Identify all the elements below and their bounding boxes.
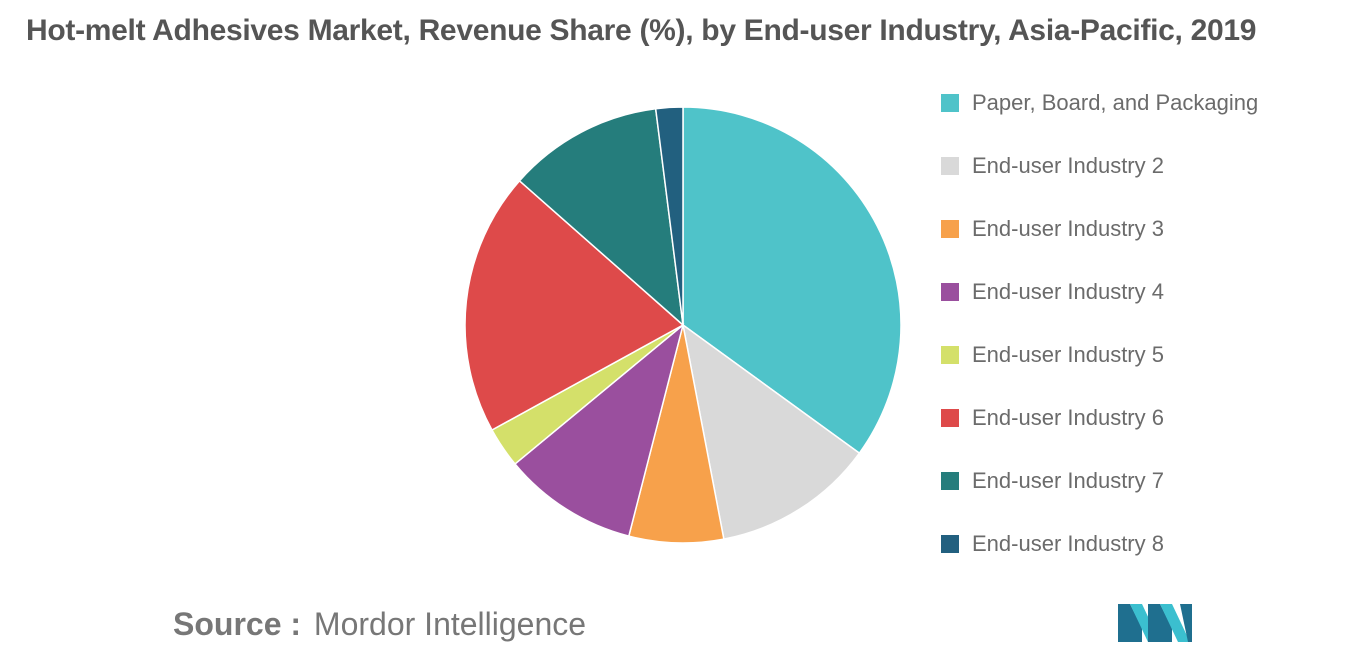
legend-label: End-user Industry 7 — [972, 468, 1164, 493]
pie-slice-4 — [513, 322, 685, 538]
pie-slice-7 — [518, 107, 684, 327]
source-prefix: Source : — [173, 606, 302, 642]
legend-item-1: Paper, Board, and Packaging — [941, 88, 1258, 118]
legend-label: End-user Industry 4 — [972, 279, 1164, 304]
legend-label: End-user Industry 3 — [972, 216, 1164, 241]
legend-swatch — [941, 535, 959, 553]
legend-swatch — [941, 157, 959, 175]
chart-title: Hot-melt Adhesives Market, Revenue Share… — [26, 14, 1257, 47]
pie-slice-8 — [654, 106, 684, 326]
source-note: Source : Mordor Intelligence — [173, 606, 586, 643]
legend-label: End-user Industry 2 — [972, 153, 1164, 178]
legend-item-2: End-user Industry 2 — [941, 151, 1164, 181]
pie-slice-1 — [682, 106, 902, 455]
legend-item-5: End-user Industry 5 — [941, 340, 1164, 370]
pie-slice-2 — [681, 323, 861, 541]
legend-swatch — [941, 220, 959, 238]
legend-label: End-user Industry 8 — [972, 531, 1164, 556]
legend-swatch — [941, 283, 959, 301]
legend-swatch — [941, 94, 959, 112]
pie-slice-6 — [464, 179, 685, 432]
legend-swatch — [941, 409, 959, 427]
legend-item-7: End-user Industry 7 — [941, 466, 1164, 496]
mordor-intelligence-logo-icon — [1118, 604, 1192, 642]
legend-item-8: End-user Industry 8 — [941, 529, 1164, 559]
source-name: Mordor Intelligence — [313, 606, 587, 642]
legend-item-3: End-user Industry 3 — [941, 214, 1164, 244]
legend-label: End-user Industry 6 — [972, 405, 1164, 430]
legend-label: End-user Industry 5 — [972, 342, 1164, 367]
legend-label: Paper, Board, and Packaging — [972, 90, 1259, 115]
legend-swatch — [941, 346, 959, 364]
pie-slices — [464, 106, 902, 544]
legend-item-6: End-user Industry 6 — [941, 403, 1164, 433]
legend-swatch — [941, 472, 959, 490]
legend-item-4: End-user Industry 4 — [941, 277, 1164, 307]
